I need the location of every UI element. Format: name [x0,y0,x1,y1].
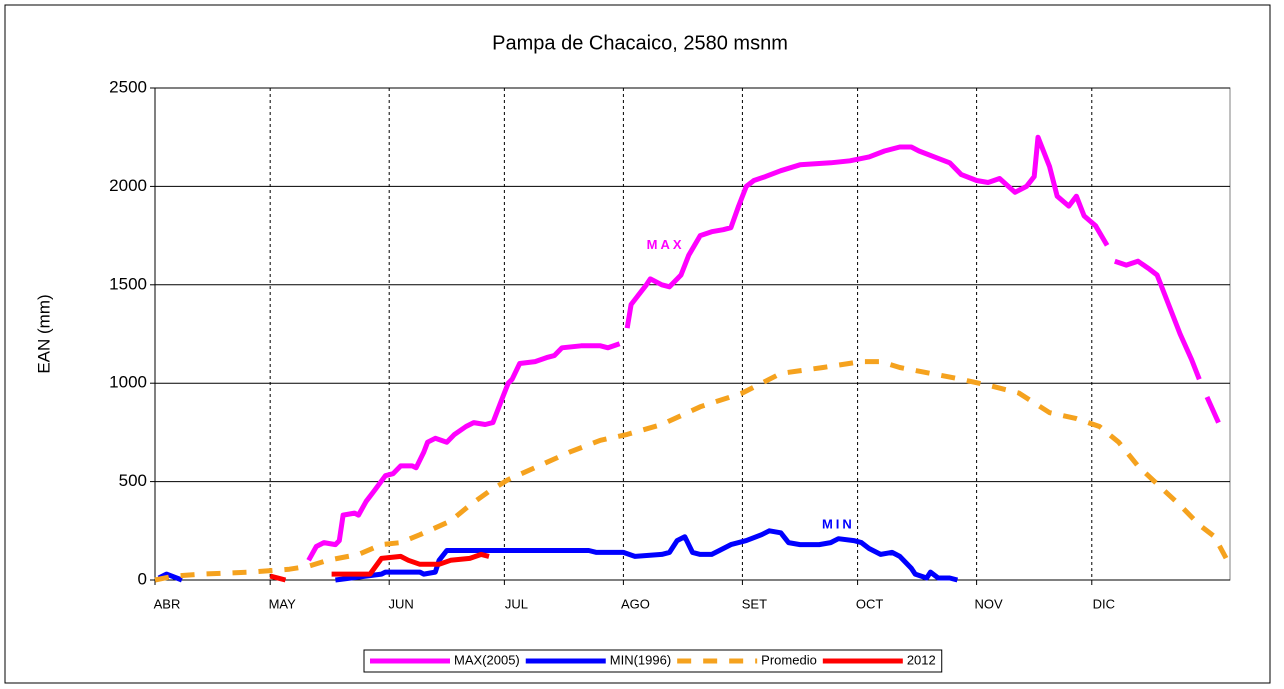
legend-label: MIN(1996) [610,652,671,667]
annotation: MIN [822,516,855,531]
series-line [306,134,1221,562]
y-tick-label: 1500 [109,274,147,293]
x-tick-label: AGO [621,596,650,611]
legend: MAX(2005) MIN(1996) Promedio 2012 [363,649,943,673]
x-tick-label: ABR [154,596,181,611]
y-tick-label: 500 [119,471,147,490]
y-tick-label: 2500 [109,77,147,96]
chart-title: Pampa de Chacaico, 2580 msnm [492,32,788,54]
legend-box [363,649,943,673]
series-line [154,359,1229,583]
legend-label: MAX(2005) [454,652,520,667]
plot-area [154,87,1231,581]
x-tick-label: SET [742,596,767,611]
y-tick-label: 1000 [109,373,147,392]
y-axis-label: EAN (mm) [34,294,53,373]
y-tick-label: 2000 [109,176,147,195]
legend-label: 2012 [907,652,936,667]
x-tick-label: OCT [856,596,884,611]
legend-label: Promedio [761,652,817,667]
series-line [269,551,490,583]
x-tick-label: MAY [269,596,297,611]
x-tick-label: NOV [975,596,1004,611]
x-tick-label: DIC [1093,596,1115,611]
y-tick-label: 0 [138,569,147,588]
x-tick-label: JUL [505,596,528,611]
x-tick-label: JUN [389,596,414,611]
annotation: MAX [647,237,685,252]
